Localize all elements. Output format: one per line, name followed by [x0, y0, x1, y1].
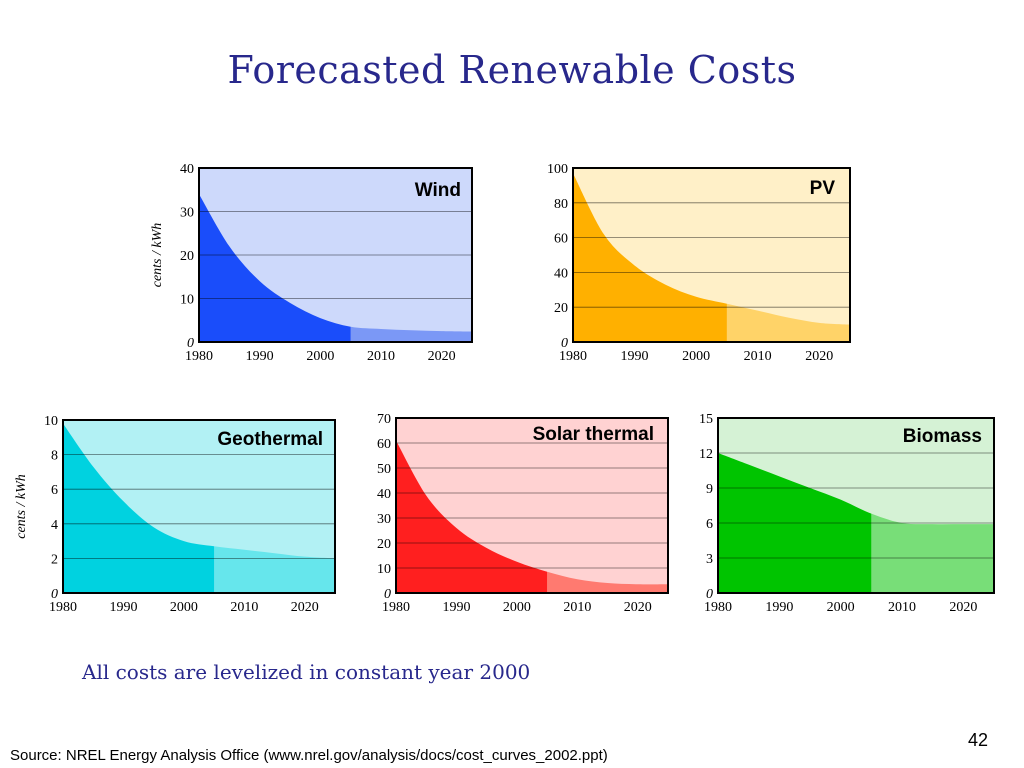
- levelized-note: All costs are levelized in constant year…: [82, 660, 531, 684]
- y-tick-label: 40: [554, 266, 568, 281]
- y-tick-label: 0: [706, 587, 713, 602]
- cost-area-forecast: [350, 326, 472, 342]
- y-tick-label: 2: [51, 552, 58, 567]
- y-tick-label: 10: [180, 293, 194, 308]
- y-tick-label: 60: [554, 232, 568, 247]
- y-tick-label: 70: [377, 412, 391, 427]
- y-tick-label: 6: [706, 517, 713, 532]
- x-tick-label: 2020: [805, 349, 833, 364]
- y-tick-label: 40: [180, 162, 194, 177]
- y-tick-label: 0: [384, 587, 391, 602]
- plot-frame: [395, 417, 669, 594]
- plot-frame: [572, 167, 851, 343]
- y-tick-label: 10: [377, 562, 391, 577]
- panel-geothermal: 0 2 4 6 8 10 1980 1990 2000 2010 2020 cents / kWh Ge…: [14, 414, 336, 615]
- x-tick-label: 2020: [428, 349, 456, 364]
- x-tick-label: 2020: [624, 600, 652, 615]
- x-tick-label: 1980: [49, 600, 77, 615]
- x-tick-label: 2010: [230, 600, 258, 615]
- cost-area-historical: [396, 440, 548, 593]
- y-tick-label: 0: [51, 587, 58, 602]
- x-tick-label: 2000: [306, 349, 334, 364]
- panel-biomass: 0 3 6 9 12 15 1980 1990 2000 2010 2020 Biomass: [699, 412, 995, 615]
- x-tick-label: 2020: [291, 600, 319, 615]
- x-tick-label: 2000: [827, 600, 855, 615]
- y-tick-label: 9: [706, 482, 713, 497]
- x-tick-label: 2000: [503, 600, 531, 615]
- x-tick-label: 2020: [949, 600, 977, 615]
- x-tick-label: 2000: [170, 600, 198, 615]
- panel-wind: 0 10 20 30 40 1980 1990 2000 2010 2020 cents / kWh…: [150, 162, 473, 364]
- x-tick-label: 1990: [442, 600, 470, 615]
- cost-area-historical: [199, 194, 351, 342]
- y-tick-label: 30: [377, 512, 391, 527]
- panel-title: PV: [810, 178, 836, 199]
- y-tick-label: 12: [699, 447, 713, 462]
- plot-frame: [717, 417, 995, 594]
- y-tick-label: 20: [180, 249, 194, 264]
- y-axis-label: cents / kWh: [150, 223, 165, 288]
- y-tick-label: 50: [377, 462, 391, 477]
- y-axis-label: cents / kWh: [14, 474, 29, 539]
- x-tick-label: 1990: [109, 600, 137, 615]
- y-tick-label: 0: [187, 336, 194, 351]
- y-tick-label: 20: [554, 301, 568, 316]
- cost-area-historical: [573, 173, 727, 342]
- y-tick-label: 6: [51, 483, 58, 498]
- x-tick-label: 2010: [744, 349, 772, 364]
- y-tick-label: 40: [377, 487, 391, 502]
- x-tick-label: 1980: [382, 600, 410, 615]
- y-tick-label: 0: [561, 336, 568, 351]
- y-tick-label: 20: [377, 537, 391, 552]
- y-tick-label: 80: [554, 197, 568, 212]
- slide-title: Forecasted Renewable Costs: [227, 48, 797, 92]
- x-tick-label: 2010: [367, 349, 395, 364]
- panel-pv: 0 20 40 60 80 100 1980 1990 2000 2010 2020 PV: [547, 162, 851, 364]
- y-tick-label: 100: [547, 162, 568, 177]
- cost-area-historical: [63, 423, 215, 593]
- x-tick-label: 1990: [765, 600, 793, 615]
- x-tick-label: 1990: [246, 349, 274, 364]
- panel-title: Geothermal: [217, 429, 323, 450]
- x-tick-label: 2000: [682, 349, 710, 364]
- x-tick-label: 1980: [559, 349, 587, 364]
- plot-frame: [62, 419, 336, 594]
- x-tick-label: 2010: [888, 600, 916, 615]
- page-number: 42: [967, 730, 988, 750]
- y-tick-label: 15: [699, 412, 713, 427]
- x-tick-label: 2010: [563, 600, 591, 615]
- cost-area-forecast: [726, 303, 850, 342]
- cost-area-forecast: [547, 571, 668, 593]
- panel-solar-thermal: 0 10 20 30 40 50 60 70 1980 1990 2000 2010 2020 Solar…: [377, 412, 669, 615]
- x-tick-label: 1990: [621, 349, 649, 364]
- source-citation: Source: NREL Energy Analysis Office (www…: [10, 747, 608, 764]
- y-tick-label: 4: [51, 518, 58, 533]
- cost-area-forecast: [214, 546, 335, 593]
- panel-title: Biomass: [903, 426, 982, 447]
- x-tick-label: 1980: [185, 349, 213, 364]
- panel-title: Solar thermal: [533, 424, 654, 445]
- y-tick-label: 8: [51, 449, 58, 464]
- panel-title: Wind: [415, 180, 461, 201]
- y-tick-label: 30: [180, 206, 194, 221]
- y-tick-label: 60: [377, 437, 391, 452]
- cost-area-forecast: [871, 513, 994, 593]
- y-tick-label: 10: [44, 414, 58, 429]
- x-tick-label: 1980: [704, 600, 732, 615]
- y-tick-label: 3: [706, 552, 713, 567]
- plot-frame: [198, 167, 473, 343]
